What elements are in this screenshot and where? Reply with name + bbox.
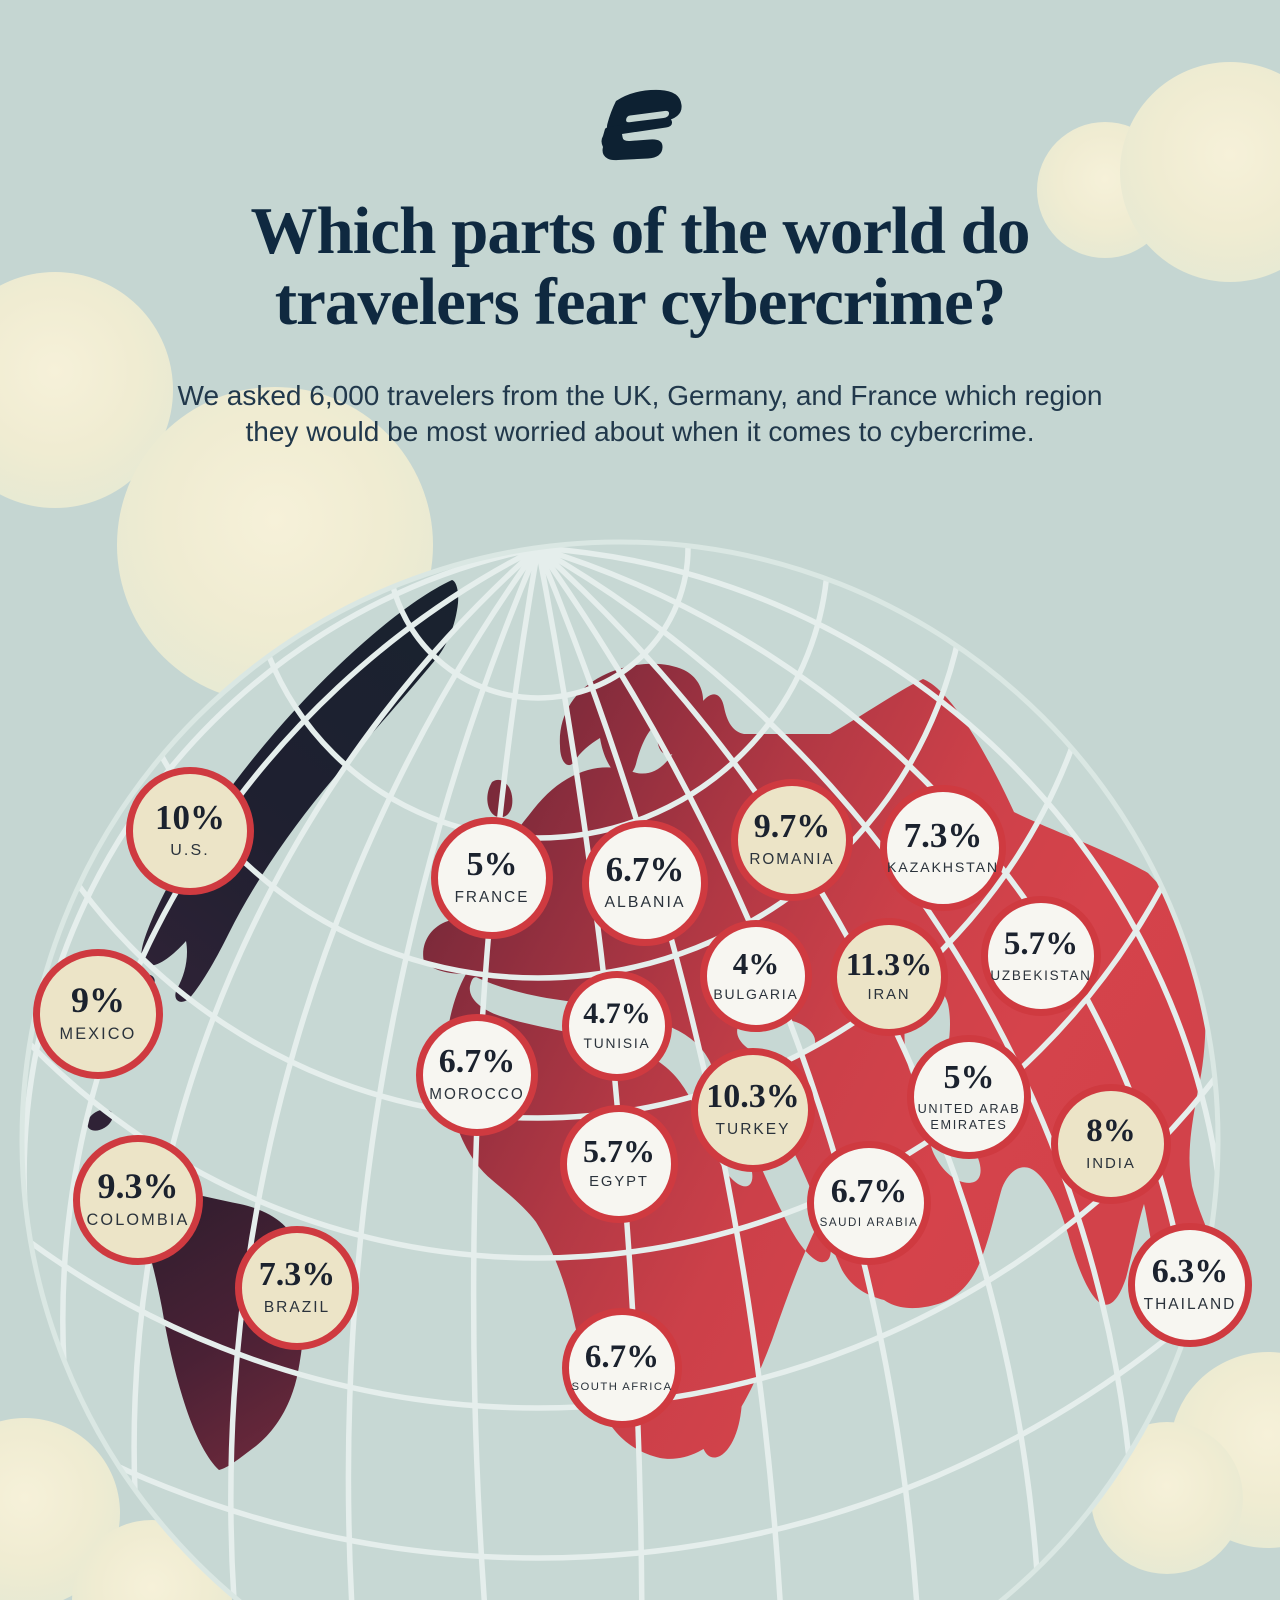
badge-value: 5.7% [583, 1133, 655, 1170]
badge-value: 4% [732, 946, 780, 982]
country-badge-albania: 6.7% ALBANIA [582, 820, 708, 946]
badge-value: 10% [155, 798, 225, 838]
country-badge-us: 10% U.S. [126, 767, 254, 895]
country-badge-uae: 5% UNITED ARAB EMIRATES [907, 1035, 1031, 1159]
badge-value: 6.7% [830, 1173, 908, 1211]
badge-value: 7.3% [903, 816, 983, 856]
badge-value: 5.7% [1003, 925, 1079, 962]
country-badge-saudiarabia: 6.7% SAUDI ARABIA [807, 1141, 931, 1265]
badge-value: 6.7% [605, 850, 685, 890]
country-badge-tunisia: 4.7% TUNISIA [562, 971, 672, 1081]
badge-label: COLOMBIA [86, 1211, 190, 1230]
country-badge-thailand: 6.3% THAILAND [1128, 1223, 1252, 1347]
badge-value: 5% [466, 846, 518, 884]
cloud [0, 272, 173, 508]
badge-value: 6.7% [584, 1339, 660, 1376]
badge-label: ROMANIA [749, 851, 835, 869]
badge-value: 6.3% [1151, 1252, 1229, 1290]
badge-label: MOROCCO [429, 1086, 525, 1104]
badge-value: 11.3% [845, 946, 933, 983]
badge-value: 9.7% [753, 808, 831, 846]
subtitle-line-2: they would be most worried about when it… [245, 416, 1035, 447]
badge-label: UZBEKISTAN [990, 967, 1092, 983]
country-badge-colombia: 9.3% COLOMBIA [73, 1135, 203, 1265]
badge-value: 10.3% [706, 1077, 800, 1115]
badge-value: 8% [1086, 1112, 1136, 1149]
badge-label: KAZAKHSTAN [887, 860, 1000, 877]
title-line-1: Which parts of the world do [250, 194, 1031, 268]
badge-label: ALBANIA [604, 894, 686, 912]
badge-label: IRAN [867, 987, 911, 1004]
badge-label: THAILAND [1143, 1295, 1237, 1313]
country-badge-romania: 9.7% ROMANIA [731, 779, 853, 901]
badge-label: EGYPT [589, 1174, 649, 1191]
badge-label: U.S. [170, 842, 210, 860]
badge-label: SOUTH AFRICA [571, 1381, 673, 1394]
country-badge-kazakhstan: 7.3% KAZAKHSTAN [880, 785, 1006, 911]
globe-outline [19, 539, 1221, 1600]
badge-value: 7.3% [258, 1255, 336, 1293]
country-badge-southafrica: 6.7% SOUTH AFRICA [562, 1308, 682, 1428]
country-badge-mexico: 9% MEXICO [33, 949, 163, 1079]
country-badge-morocco: 6.7% MOROCCO [416, 1014, 538, 1136]
badge-value: 9% [71, 980, 125, 1021]
badge-value: 5% [943, 1058, 995, 1096]
badge-label: SAUDI ARABIA [819, 1216, 919, 1230]
page-subtitle: We asked 6,000 travelers from the UK, Ge… [0, 378, 1280, 450]
badge-value: 9.3% [97, 1166, 179, 1207]
continent-north-america [141, 580, 459, 1002]
expressvpn-logo-icon [601, 89, 682, 161]
badge-label: TURKEY [715, 1120, 791, 1138]
country-badge-egypt: 5.7% EGYPT [560, 1105, 678, 1223]
badge-value: 6.7% [438, 1043, 516, 1081]
badge-label: MEXICO [59, 1025, 137, 1044]
cloud [1091, 1422, 1243, 1574]
country-badge-iran: 11.3% IRAN [830, 918, 948, 1036]
title-line-2: travelers fear cybercrime? [274, 265, 1006, 339]
badge-label: UNITED ARAB EMIRATES [917, 1101, 1021, 1133]
country-badge-india: 8% INDIA [1051, 1084, 1171, 1204]
badge-label: INDIA [1086, 1154, 1136, 1172]
page-title: Which parts of the world do travelers fe… [0, 196, 1280, 338]
badge-value: 4.7% [583, 997, 651, 1031]
country-badge-bulgaria: 4% BULGARIA [700, 920, 812, 1032]
country-badge-uzbekistan: 5.7% UZBEKISTAN [981, 896, 1101, 1016]
subtitle-line-1: We asked 6,000 travelers from the UK, Ge… [177, 380, 1103, 411]
badge-label: FRANCE [454, 889, 530, 907]
badge-label: BULGARIA [713, 986, 799, 1003]
country-badge-brazil: 7.3% BRAZIL [235, 1226, 359, 1350]
country-badge-france: 5% FRANCE [431, 817, 553, 939]
cloud [1120, 62, 1280, 282]
country-badge-turkey: 10.3% TURKEY [691, 1048, 815, 1172]
badge-label: TUNISIA [583, 1036, 651, 1052]
badge-label: BRAZIL [263, 1298, 331, 1316]
